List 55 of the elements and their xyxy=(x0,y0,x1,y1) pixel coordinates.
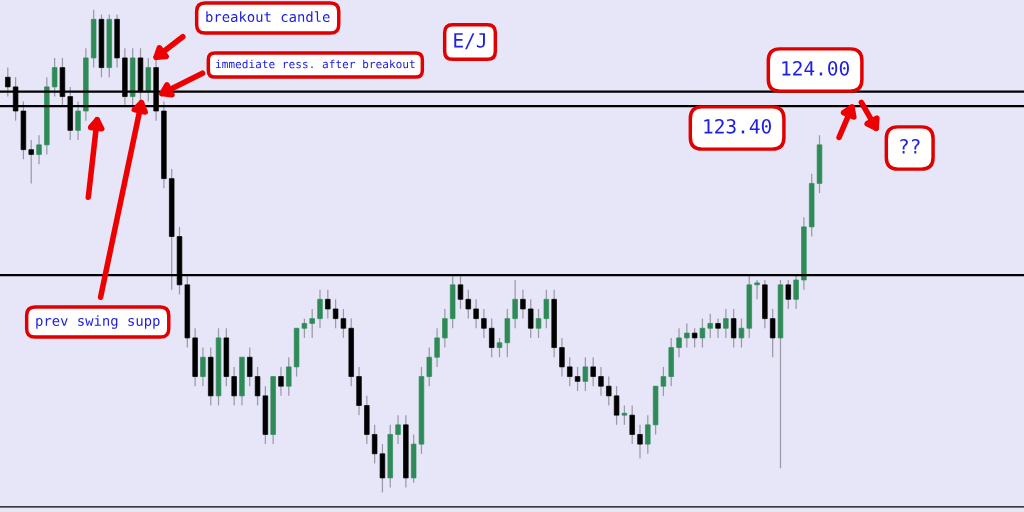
candlestick xyxy=(582,356,589,392)
candlestick xyxy=(28,139,34,185)
candlestick xyxy=(75,100,81,141)
candlestick xyxy=(793,274,799,310)
candlestick xyxy=(590,356,596,387)
candlestick xyxy=(645,414,651,455)
candlestick xyxy=(567,356,573,387)
candlestick xyxy=(465,289,471,320)
candlestick xyxy=(512,279,518,329)
candlestick xyxy=(598,366,604,397)
candlestick xyxy=(426,346,432,387)
annotation: prev swing supp xyxy=(36,315,160,329)
candlestick xyxy=(286,356,292,397)
candlestick xyxy=(699,317,706,349)
candlestick xyxy=(317,289,323,329)
annotation: breakout candle xyxy=(206,11,330,23)
candlestick xyxy=(707,313,713,339)
candlestick xyxy=(473,298,479,329)
candlestick xyxy=(481,308,487,339)
candlestick xyxy=(200,346,206,387)
candlestick xyxy=(434,327,440,368)
candlestick xyxy=(691,327,698,349)
candlestick xyxy=(278,366,284,397)
candlestick xyxy=(309,308,315,339)
text: ?? xyxy=(900,138,920,154)
candlestick xyxy=(769,308,776,358)
candlestick xyxy=(684,322,690,349)
candlestick xyxy=(613,385,620,426)
annotation: 123.40 xyxy=(704,118,771,134)
candlestick xyxy=(676,327,682,358)
candlestick xyxy=(520,289,526,320)
candlestick xyxy=(723,308,729,339)
candlestick xyxy=(528,298,534,339)
candlestick xyxy=(395,414,401,445)
candlestick xyxy=(738,317,745,349)
candlestick xyxy=(247,346,253,387)
candlestick xyxy=(559,337,565,378)
annotation: immediate ress. after breakout xyxy=(215,59,415,69)
candlestick xyxy=(231,366,237,407)
candlestick xyxy=(325,289,331,320)
candlestick xyxy=(785,279,791,310)
candlestick xyxy=(51,57,58,98)
candlestick xyxy=(629,404,635,445)
annotation: 124.00 xyxy=(782,60,849,76)
candlestick xyxy=(637,424,643,460)
candlestick xyxy=(715,317,721,339)
candlestick xyxy=(36,134,42,165)
candlestick xyxy=(730,308,737,349)
candlestick xyxy=(442,308,448,349)
candlestick xyxy=(489,317,495,358)
candlestick xyxy=(754,279,760,300)
candlestick xyxy=(574,366,581,392)
text: E/J xyxy=(454,33,485,50)
candlestick xyxy=(621,404,628,426)
candlestick xyxy=(606,375,612,407)
